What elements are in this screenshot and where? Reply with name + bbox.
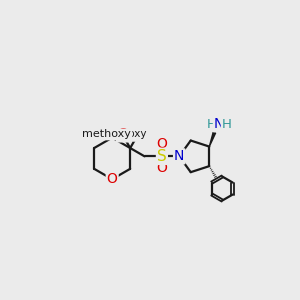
Text: S: S <box>157 149 167 164</box>
Text: methoxy: methoxy <box>101 129 147 139</box>
Text: H: H <box>206 118 216 131</box>
Text: H: H <box>222 118 232 131</box>
Text: methoxy: methoxy <box>119 133 125 134</box>
Text: N: N <box>174 149 184 164</box>
Text: N: N <box>214 117 224 131</box>
Text: O: O <box>133 127 144 141</box>
Text: methoxy: methoxy <box>82 129 131 140</box>
Text: O: O <box>107 172 118 186</box>
Text: O: O <box>157 161 167 176</box>
Text: O: O <box>117 128 128 141</box>
Polygon shape <box>209 132 216 147</box>
Text: O: O <box>157 137 167 151</box>
Text: methoxy: methoxy <box>116 133 122 134</box>
